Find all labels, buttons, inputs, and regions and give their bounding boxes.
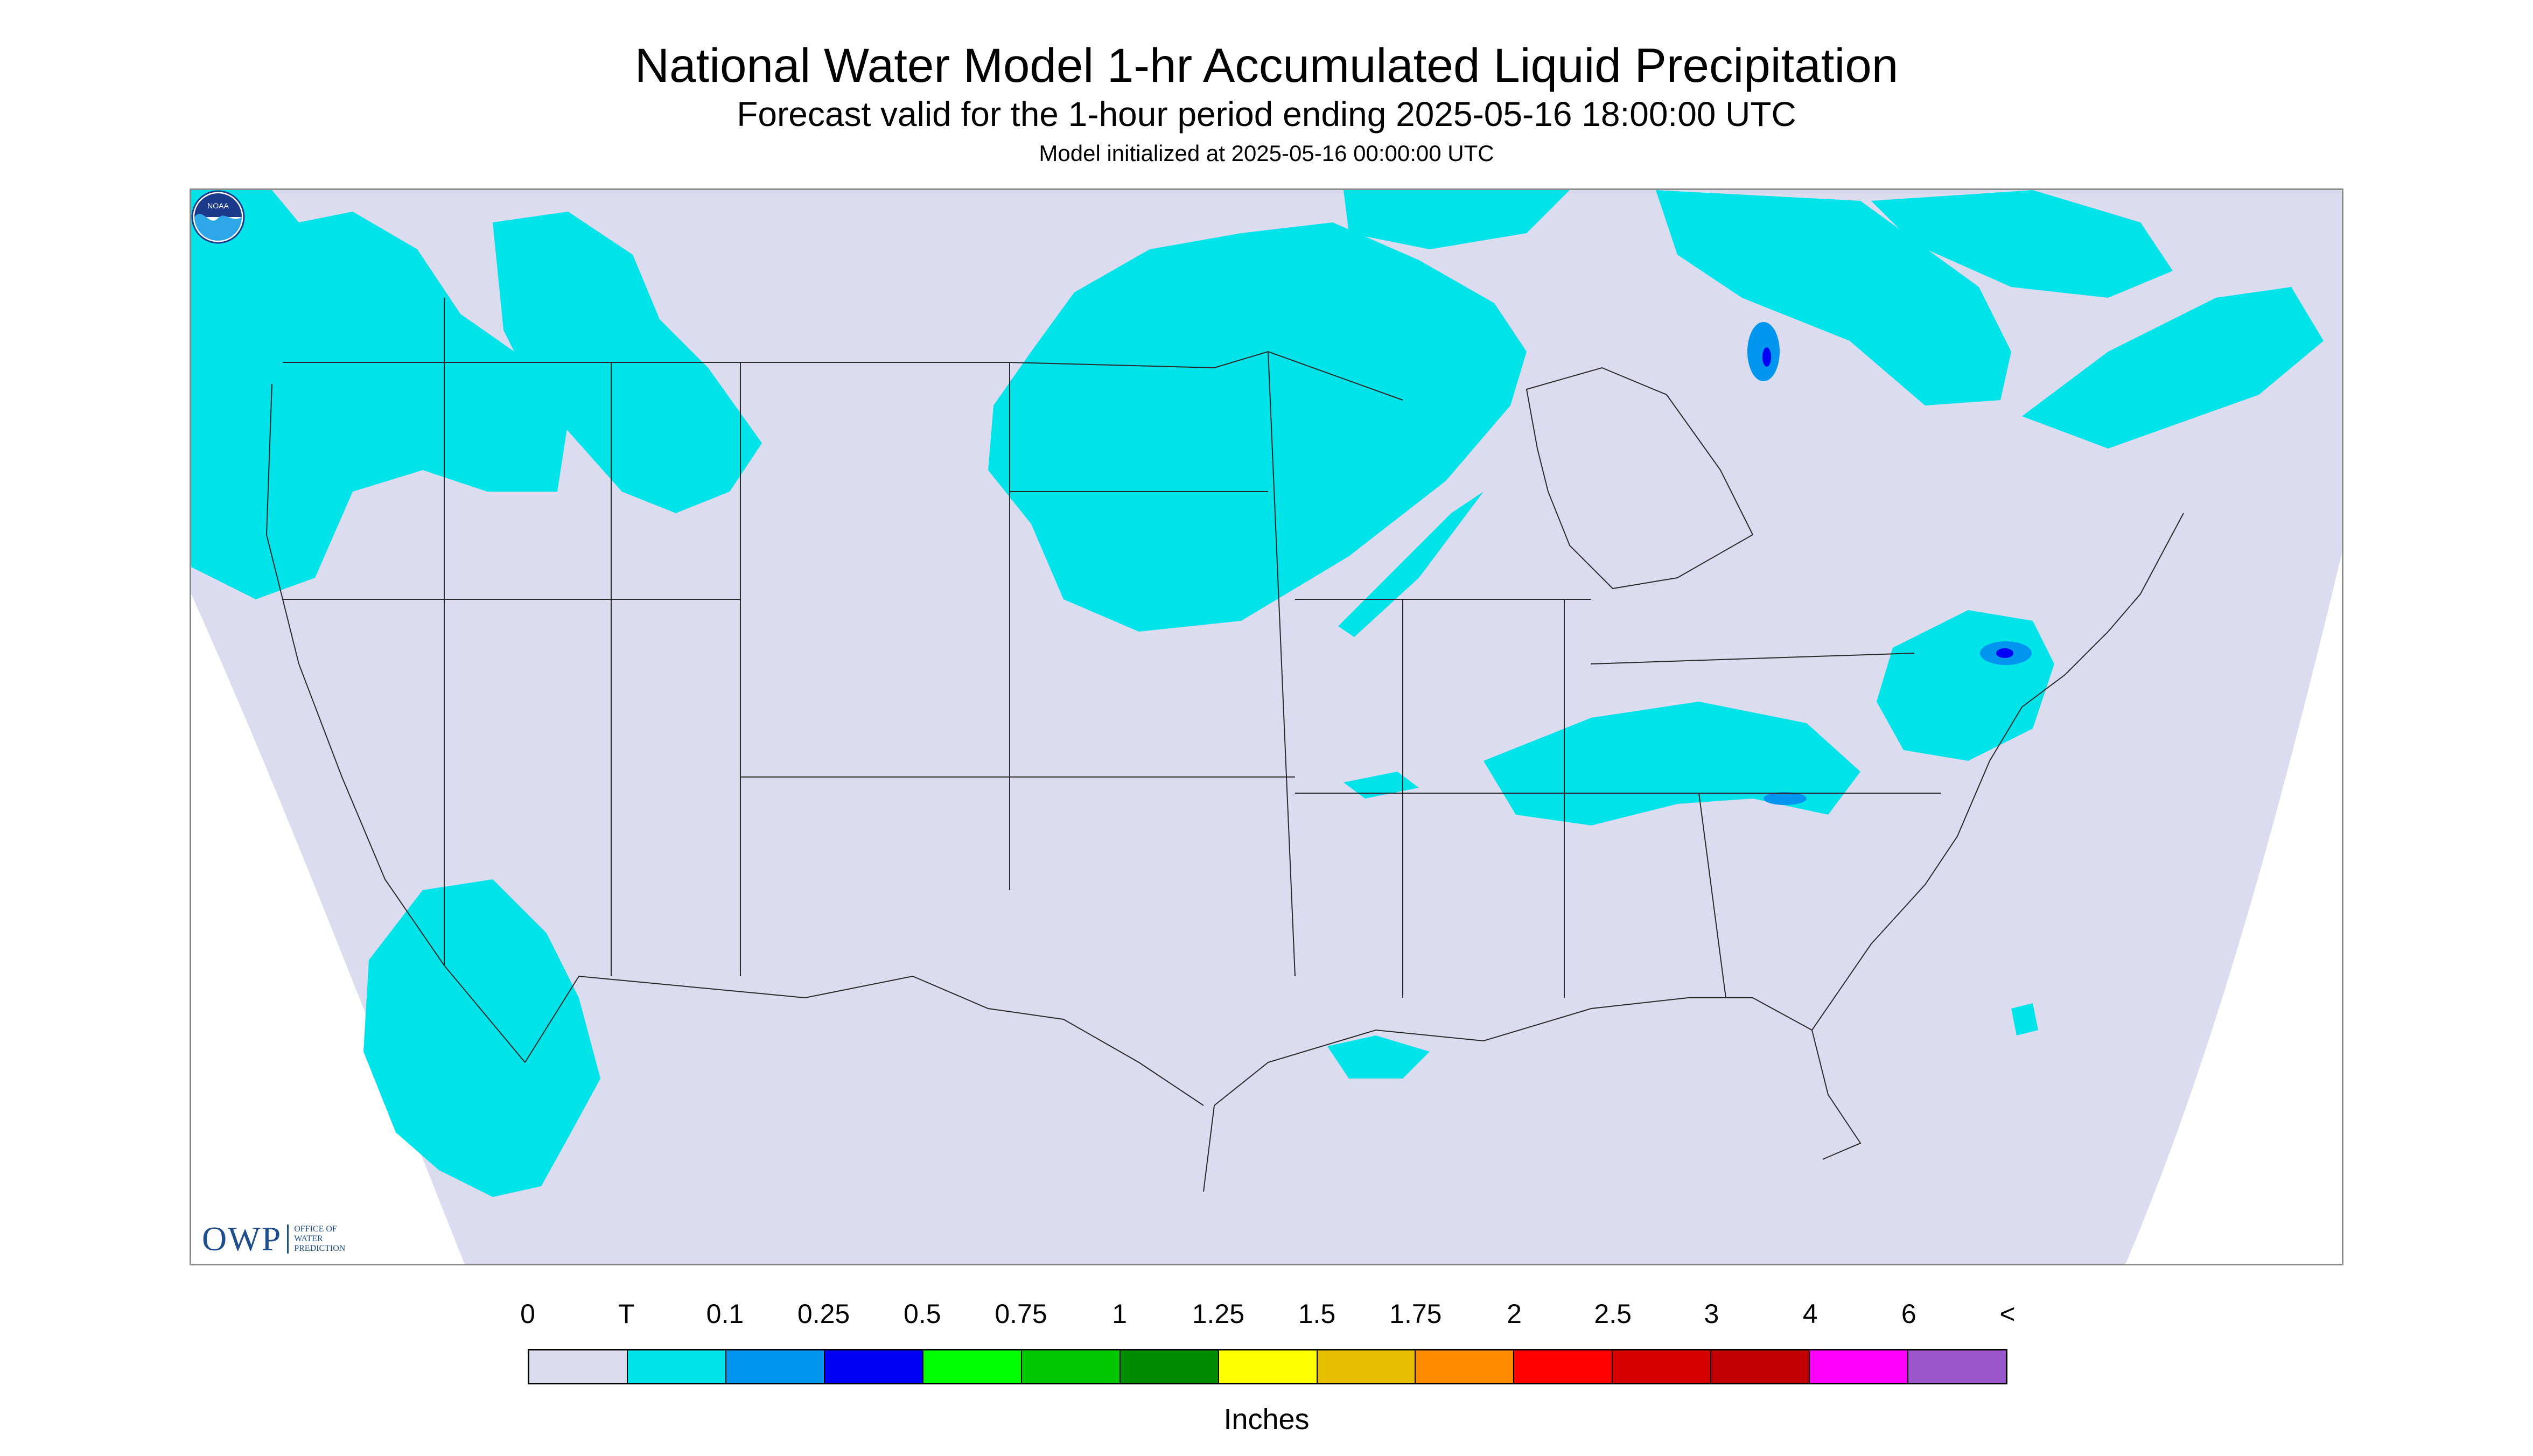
- legend-tick-label: 1.75: [1389, 1299, 1442, 1329]
- owp-logo-text: OFFICE OF WATER PREDICTION: [287, 1224, 345, 1254]
- great-lakes-outline: [1526, 367, 1754, 590]
- precip-heavier: [1747, 322, 2032, 805]
- legend-swatch: [1613, 1350, 1712, 1383]
- owp-logo-line: OFFICE OF: [294, 1224, 337, 1234]
- legend-tick-label: T: [618, 1299, 635, 1329]
- legend-swatch: [1514, 1350, 1613, 1383]
- state-line-5: [1268, 351, 1296, 977]
- legend-swatch: [627, 1350, 726, 1383]
- state-line-11: [1591, 653, 1915, 664]
- legend-swatch: [824, 1350, 923, 1383]
- legend-tick-label: 0.25: [797, 1299, 850, 1329]
- legend-swatch: [1711, 1350, 1810, 1383]
- map-title: National Water Model 1-hr Accumulated Li…: [634, 38, 1899, 92]
- mexico-border: [524, 975, 1204, 1106]
- legend-tick-label: 2.5: [1594, 1299, 1632, 1329]
- legend-swatch: [1416, 1350, 1515, 1383]
- state-line-10: [1698, 793, 1726, 998]
- precip-area-ohio-valley: [1484, 702, 1860, 825]
- heaviest-cell-nj: [1996, 648, 2013, 658]
- precip-area-gulf: [1327, 1035, 1430, 1079]
- owp-logo-line: WATER: [294, 1234, 323, 1243]
- precip-area-central-plains: [1344, 772, 1419, 799]
- gulf-coast: [1203, 997, 1813, 1192]
- legend-color-bar: [528, 1349, 2007, 1384]
- legend-tick-label: 1.5: [1298, 1299, 1336, 1329]
- legend-swatch: [923, 1350, 1022, 1383]
- noaa-emblem-icon: NOAA: [191, 190, 245, 244]
- legend-tick-label: 0: [520, 1299, 535, 1329]
- precip-area-great-lakes: [1656, 190, 2011, 405]
- legend-swatch: [1810, 1350, 1909, 1383]
- us-canada-border: [283, 351, 1403, 401]
- legend-tick-label: 1: [1112, 1299, 1128, 1329]
- legend-tick-label: 6: [1901, 1299, 1916, 1329]
- owp-logo-line: PREDICTION: [294, 1244, 346, 1253]
- legend-tick-label: 4: [1802, 1299, 1818, 1329]
- legend-units-label: Inches: [1223, 1403, 1310, 1436]
- noaa-emblem-text: NOAA: [207, 201, 229, 210]
- legend-swatch: [1317, 1350, 1416, 1383]
- owp-logo: OWP OFFICE OF WATER PREDICTION: [202, 1217, 345, 1261]
- map-subtitle: Forecast valid for the 1-hour period end…: [737, 95, 1796, 134]
- precip-area-upper-midwest: [988, 222, 1527, 632]
- legend-tick-label: 0.5: [904, 1299, 941, 1329]
- legend-swatch: [726, 1350, 825, 1383]
- precip-area-northwest: [191, 190, 568, 599]
- legend-tick-label: <: [1999, 1299, 2016, 1329]
- precip-area-northeast-far: [1871, 190, 2173, 298]
- precip-area-upper-midwest-band: [1344, 190, 1570, 249]
- precip-heaviest: [1762, 347, 2013, 658]
- precip-area-northeast: [2022, 287, 2324, 449]
- precip-area-iowa-streak: [1338, 492, 1484, 637]
- legend-tick-label: 0.1: [706, 1299, 744, 1329]
- model-init-line: Model initialized at 2025-05-16 00:00:00…: [1039, 141, 1494, 166]
- legend-swatch: [1021, 1350, 1121, 1383]
- legend-tick-label: 0.75: [995, 1299, 1047, 1329]
- heaviest-cell-great-lakes: [1762, 347, 1771, 367]
- legend-swatch: [529, 1350, 628, 1383]
- precip-areas: [191, 190, 2324, 1197]
- legend-swatch: [1120, 1350, 1219, 1383]
- legend-tick-label: 1.25: [1192, 1299, 1245, 1329]
- precip-area-california: [363, 879, 600, 1197]
- precipitation-map: OWP OFFICE OF WATER PREDICTION NOAA: [190, 188, 2343, 1265]
- legend-tick-label: 3: [1704, 1299, 1719, 1329]
- map-canvas: [191, 190, 2342, 1264]
- political-boundaries: [265, 298, 2184, 1192]
- precip-area-florida-keys: [2011, 1003, 2038, 1035]
- heavier-cell-ohio: [1764, 792, 1807, 805]
- legend-tick-labels: 0 T 0.1 0.25 0.5 0.75 1 1.25 1.5 1.75 2 2.5 3 4 6 <: [0, 1298, 2533, 1335]
- legend-swatch: [1908, 1350, 2006, 1383]
- east-coast: [1811, 513, 2184, 1160]
- legend-tick-label: 2: [1507, 1299, 1522, 1329]
- legend-swatch: [1219, 1350, 1318, 1383]
- owp-logo-mark: OWP: [202, 1220, 282, 1258]
